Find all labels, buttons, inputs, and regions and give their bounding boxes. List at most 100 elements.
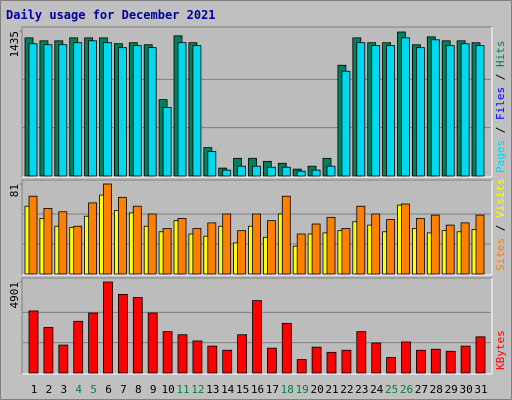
bar xyxy=(296,359,307,374)
x-tick-label: 26 xyxy=(400,383,413,396)
legend-entry: Visits xyxy=(494,178,507,218)
x-tick-label: 14 xyxy=(221,383,235,396)
bar xyxy=(118,294,128,374)
y-tick-label: 81 xyxy=(8,184,21,197)
bar xyxy=(430,39,440,177)
bar xyxy=(460,222,470,275)
x-tick-label: 18 xyxy=(281,383,294,396)
bar xyxy=(162,106,172,177)
bar xyxy=(177,334,188,374)
bar xyxy=(207,345,218,374)
bar xyxy=(386,357,397,374)
bar xyxy=(430,348,441,374)
bar xyxy=(371,213,381,275)
bar xyxy=(281,195,291,275)
bar xyxy=(386,45,396,177)
bar xyxy=(118,196,127,275)
bar xyxy=(28,195,38,275)
legend: Pages / Files / Hits xyxy=(494,41,507,174)
bar xyxy=(326,351,337,374)
bar xyxy=(311,169,321,177)
x-tick-label: 17 xyxy=(266,383,279,396)
x-tick-label: 6 xyxy=(105,383,112,396)
bar xyxy=(311,223,321,275)
bar xyxy=(401,341,411,374)
bar xyxy=(386,219,396,275)
legend: KBytes xyxy=(494,330,507,370)
bar xyxy=(192,45,202,177)
x-tick-label: 16 xyxy=(251,383,264,396)
bar xyxy=(88,40,97,177)
bar xyxy=(28,310,39,374)
x-tick-label: 30 xyxy=(459,383,472,396)
bar xyxy=(460,345,471,374)
x-tick-label: 31 xyxy=(474,383,487,396)
bar xyxy=(445,350,456,374)
y-tick-label: 4901 xyxy=(8,282,21,309)
bar xyxy=(43,327,54,374)
x-tick-label: 8 xyxy=(135,383,142,396)
bar xyxy=(371,342,382,374)
bar xyxy=(147,213,157,275)
legend-entry: Sites xyxy=(494,238,507,271)
bar xyxy=(222,349,233,374)
bar xyxy=(207,151,217,177)
bar xyxy=(88,312,98,374)
x-tick-label: 3 xyxy=(60,383,67,396)
legend-separator: / xyxy=(494,67,507,87)
bar xyxy=(296,233,306,275)
y-tick-label: 1435 xyxy=(8,31,21,58)
bar xyxy=(73,320,84,374)
x-tick-label: 23 xyxy=(355,383,368,396)
bar xyxy=(401,203,410,275)
bar xyxy=(58,211,68,275)
bar xyxy=(118,47,127,177)
bar xyxy=(58,44,68,177)
legend-entry: KBytes xyxy=(494,330,507,370)
x-tick-label: 25 xyxy=(385,383,398,396)
bar xyxy=(237,165,247,177)
bar xyxy=(252,165,261,177)
x-tick-label: 5 xyxy=(90,383,97,396)
bar xyxy=(445,224,455,275)
bar xyxy=(415,47,425,177)
bar xyxy=(237,334,248,374)
legend: Sites / Visits xyxy=(494,178,507,271)
bar xyxy=(58,344,69,374)
bar xyxy=(311,346,322,374)
legend-separator: / xyxy=(494,218,507,238)
bar xyxy=(222,213,232,275)
x-tick-label: 21 xyxy=(325,383,338,396)
bar xyxy=(222,169,232,177)
x-tick-label: 20 xyxy=(310,383,323,396)
bar xyxy=(147,312,158,374)
bar xyxy=(192,228,202,275)
bar xyxy=(281,322,292,374)
bar xyxy=(132,205,142,275)
chart-title: Daily usage for December 2021 xyxy=(6,8,216,22)
bar xyxy=(475,45,485,177)
x-tick-label: 13 xyxy=(206,383,219,396)
bar xyxy=(326,165,336,177)
bar xyxy=(371,45,381,177)
bar xyxy=(341,228,351,275)
bar xyxy=(237,230,247,275)
bar xyxy=(475,214,485,275)
bar xyxy=(103,183,112,275)
bar xyxy=(147,47,157,177)
bar xyxy=(73,42,83,177)
x-tick-label: 11 xyxy=(176,383,189,396)
bar xyxy=(103,42,112,177)
bar xyxy=(266,347,277,374)
bar xyxy=(475,336,486,374)
x-tick-label: 9 xyxy=(150,383,157,396)
legend-entry: Files xyxy=(494,87,507,120)
bar xyxy=(252,300,262,374)
bar xyxy=(356,42,366,177)
bar xyxy=(192,340,203,374)
x-tick-label: 29 xyxy=(445,383,458,396)
x-tick-label: 28 xyxy=(430,383,443,396)
bar xyxy=(341,70,351,177)
x-tick-label: 7 xyxy=(120,383,127,396)
